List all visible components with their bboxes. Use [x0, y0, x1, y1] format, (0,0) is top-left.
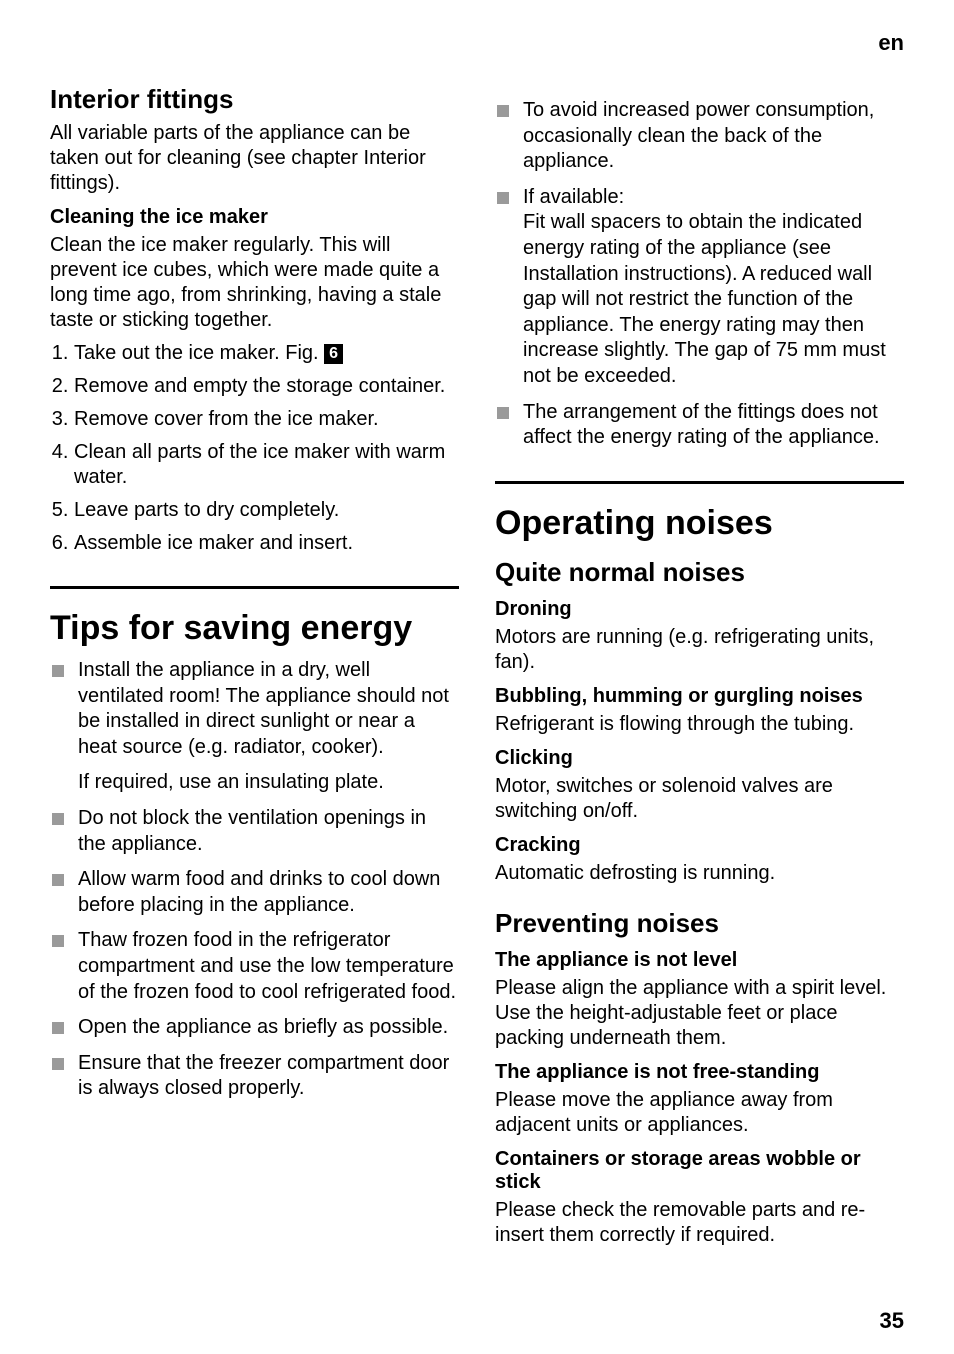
noise-body: Motors are running (e.g. refrigerating u… — [495, 625, 904, 675]
noise-body: Please align the appliance with a spirit… — [495, 976, 904, 1051]
normal-noises-heading: Quite normal noises — [495, 557, 904, 588]
content-columns: Interior fittings All variable parts of … — [50, 70, 904, 1252]
noise-body: Please move the appliance away from adja… — [495, 1088, 904, 1138]
noise-title: The appliance is not level — [495, 949, 904, 972]
ice-maker-intro: Clean the ice maker regularly. This will… — [50, 233, 459, 333]
section-divider — [50, 586, 459, 589]
noise-title: Cracking — [495, 834, 904, 857]
list-item: To avoid increased power consumption, oc… — [495, 98, 904, 175]
right-column: To avoid increased power consumption, oc… — [495, 70, 904, 1252]
list-item: Do not block the ventilation openings in… — [50, 806, 459, 857]
noise-title: Clicking — [495, 747, 904, 770]
ice-maker-heading: Cleaning the ice maker — [50, 206, 459, 229]
page-number: 35 — [880, 1308, 904, 1334]
left-column: Interior fittings All variable parts of … — [50, 70, 459, 1252]
section-divider — [495, 481, 904, 484]
list-item: Remove and empty the storage container. — [74, 374, 459, 399]
noise-body: Please check the removable parts and re-… — [495, 1198, 904, 1248]
list-item: The arrangement of the fittings does not… — [495, 400, 904, 451]
interior-fittings-intro: All variable parts of the appliance can … — [50, 121, 459, 196]
ice-maker-steps: Take out the ice maker. Fig. 6 Remove an… — [50, 341, 459, 556]
noise-title: Bubbling, humming or gurgling noises — [495, 685, 904, 708]
list-item: Leave parts to dry completely. — [74, 498, 459, 523]
noise-title: Containers or storage areas wobble or st… — [495, 1148, 904, 1194]
list-item: Clean all parts of the ice maker with wa… — [74, 440, 459, 490]
step-text: Take out the ice maker. Fig. — [74, 342, 324, 364]
list-item: Remove cover from the ice maker. — [74, 407, 459, 432]
list-item: Allow warm food and drinks to cool down … — [50, 867, 459, 918]
noise-title: The appliance is not free-standing — [495, 1061, 904, 1084]
tip-text: Fit wall spacers to obtain the indicated… — [523, 211, 886, 387]
tip-subtext: If required, use an insulating plate. — [78, 770, 459, 796]
tip-lead: If available: — [523, 186, 624, 208]
noise-title: Droning — [495, 598, 904, 621]
language-marker: en — [878, 30, 904, 56]
noise-body: Automatic defrosting is running. — [495, 861, 904, 886]
list-item: If available: Fit wall spacers to obtain… — [495, 185, 904, 390]
page: en Interior fittings All variable parts … — [0, 0, 954, 1354]
tips-list: Install the appliance in a dry, well ven… — [50, 658, 459, 1102]
list-item: Assemble ice maker and insert. — [74, 531, 459, 556]
operating-noises-heading: Operating noises — [495, 504, 904, 543]
list-item: Install the appliance in a dry, well ven… — [50, 658, 459, 796]
interior-fittings-heading: Interior fittings — [50, 84, 459, 115]
tip-text: Install the appliance in a dry, well ven… — [78, 659, 449, 758]
noise-body: Motor, switches or solenoid valves are s… — [495, 774, 904, 824]
list-item: Open the appliance as briefly as possibl… — [50, 1015, 459, 1041]
noise-body: Refrigerant is flowing through the tubin… — [495, 712, 904, 737]
preventing-noises-heading: Preventing noises — [495, 908, 904, 939]
list-item: Take out the ice maker. Fig. 6 — [74, 341, 459, 366]
figure-badge: 6 — [324, 344, 343, 364]
list-item: Thaw frozen food in the refrigerator com… — [50, 928, 459, 1005]
list-item: Ensure that the freezer compartment door… — [50, 1051, 459, 1102]
tips-list-continued: To avoid increased power consumption, oc… — [495, 98, 904, 451]
tips-heading: Tips for saving energy — [50, 609, 459, 648]
